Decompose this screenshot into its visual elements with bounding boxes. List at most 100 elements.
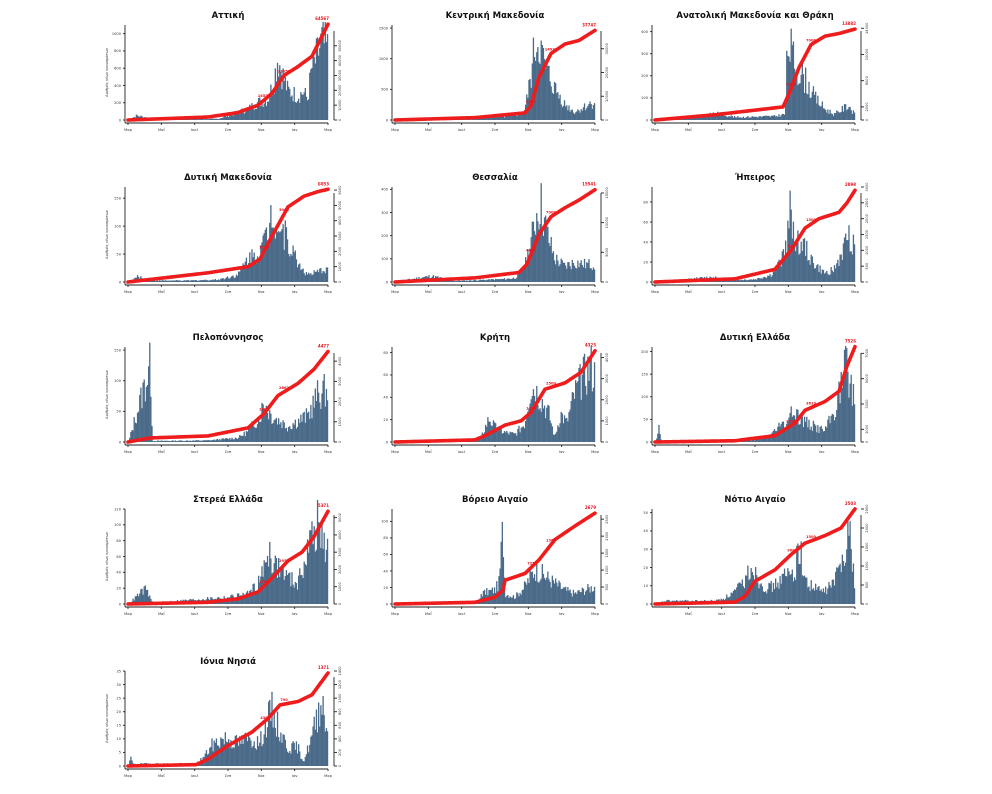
daily-cases-bar (195, 119, 198, 120)
daily-cases-bar (592, 267, 595, 282)
daily-cases-bar (300, 269, 302, 282)
daily-cases-bar (322, 380, 324, 442)
daily-cases-bar (288, 752, 290, 766)
daily-cases-bar (579, 591, 581, 604)
daily-cases-bar (572, 589, 575, 604)
daily-cases-bar (263, 233, 265, 282)
y-tick-label-left: 60 (116, 555, 121, 559)
x-tick-label: Μαΐ (158, 289, 165, 294)
y-tick-label-right: 0 (865, 440, 869, 443)
daily-cases-bar (322, 22, 324, 121)
y-tick-label-left: 25 (116, 696, 121, 700)
daily-cases-bar (708, 114, 710, 120)
daily-cases-bar (466, 280, 468, 282)
daily-cases-bar (560, 104, 562, 120)
daily-cases-bar (260, 245, 262, 282)
daily-cases-bar (552, 93, 555, 120)
daily-cases-bar (235, 735, 238, 766)
daily-cases-bar (280, 732, 282, 766)
daily-cases-bar (795, 76, 797, 120)
daily-cases-bar (518, 425, 520, 442)
daily-cases-bar (849, 251, 851, 282)
x-tick-label: Ιαν (292, 612, 297, 616)
daily-cases-bar (452, 280, 455, 282)
chart-panel: Θεσσαλία 15541 7000 4000 0 100 200 300 400 0 5000 1… (365, 162, 625, 307)
daily-cases-bar (769, 116, 771, 120)
daily-cases-bar (541, 564, 543, 604)
cumulative-mid-label: 4000 (526, 248, 537, 252)
daily-cases-bar (243, 264, 245, 282)
daily-cases-bar (822, 108, 825, 120)
daily-cases-bar (506, 595, 508, 604)
daily-cases-bar (733, 589, 736, 604)
daily-cases-bar (516, 592, 518, 604)
daily-cases-bar (274, 419, 276, 442)
daily-cases-bar (314, 729, 316, 766)
x-tick-label: Μαΐ (425, 449, 432, 454)
y-tick-label-left: 50 (643, 418, 648, 422)
daily-cases-bar (326, 538, 329, 604)
daily-cases-bar (818, 586, 820, 604)
daily-cases-bar (725, 115, 727, 120)
daily-cases-bar (563, 262, 566, 282)
daily-cases-bar (849, 106, 851, 120)
y-tick-label-right: 0 (865, 280, 869, 283)
daily-cases-bar (593, 269, 596, 282)
daily-cases-bar (319, 525, 321, 604)
daily-cases-bar (509, 279, 511, 282)
daily-cases-bar (565, 265, 567, 282)
daily-cases-bar (583, 594, 586, 604)
daily-cases-bar (220, 440, 222, 442)
daily-cases-bar (537, 581, 539, 604)
daily-cases-bar (503, 117, 506, 120)
daily-cases-bar (747, 280, 749, 282)
y-tick-label-right: 1000 (865, 561, 869, 571)
daily-cases-bar (562, 587, 565, 604)
daily-cases-bar (255, 263, 258, 282)
daily-cases-bar (843, 565, 846, 604)
daily-cases-bar (246, 431, 249, 442)
daily-cases-bar (586, 107, 588, 120)
x-tick-label: Μαρ (391, 612, 399, 616)
daily-cases-bar (228, 739, 230, 766)
daily-cases-bar (545, 418, 547, 442)
daily-cases-bar (210, 440, 212, 442)
daily-cases-bar (569, 409, 571, 442)
daily-cases-bar (515, 598, 517, 604)
daily-cases-bar (590, 346, 592, 442)
daily-cases-bar (562, 105, 565, 120)
daily-cases-bar (133, 417, 135, 442)
daily-cases-bar (769, 274, 771, 282)
daily-cases-bar (243, 113, 245, 120)
daily-cases-bar (505, 597, 507, 604)
daily-cases-bar (827, 588, 829, 604)
cumulative-mid-label: 900 (787, 549, 795, 553)
x-tick-label: Ιαν (292, 128, 297, 132)
daily-cases-bar (520, 267, 522, 282)
daily-cases-bar (828, 415, 830, 442)
daily-cases-bar (810, 580, 812, 604)
daily-cases-bar (232, 275, 234, 282)
daily-cases-bar (757, 117, 759, 120)
daily-cases-bar (533, 395, 536, 442)
cumulative-mid-label: 14926 (545, 48, 558, 52)
daily-cases-bar (788, 417, 790, 442)
x-tick-label: Σεπ (492, 290, 499, 294)
daily-cases-bar (199, 280, 201, 282)
daily-cases-bar (135, 114, 138, 120)
daily-cases-bar (482, 590, 485, 604)
y-tick-label-left: 15 (116, 724, 121, 728)
daily-cases-bar (188, 119, 190, 120)
daily-cases-bar (249, 590, 251, 604)
x-tick-label: Σεπ (225, 128, 232, 132)
daily-cases-bar (163, 440, 165, 442)
daily-cases-bar (807, 94, 809, 120)
daily-cases-bar (753, 440, 756, 442)
daily-cases-bar (244, 436, 246, 442)
daily-cases-bar (200, 280, 202, 282)
daily-cases-bar (141, 408, 143, 442)
daily-cases-bar (766, 593, 768, 604)
daily-cases-bar (818, 272, 820, 282)
daily-cases-bar (517, 593, 519, 604)
